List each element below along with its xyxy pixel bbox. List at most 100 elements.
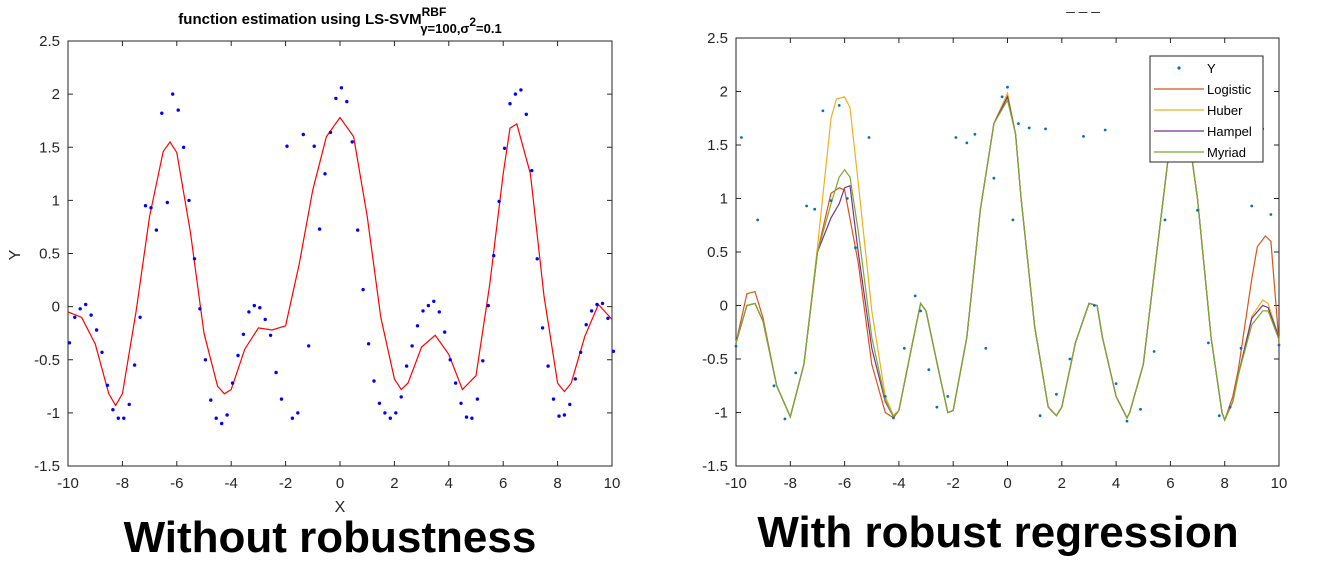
data-point (84, 302, 88, 307)
data-point (734, 344, 738, 348)
data-point (919, 309, 922, 313)
data-point (557, 414, 561, 418)
data-point (279, 397, 284, 401)
data-point (1277, 343, 1281, 347)
data-point (486, 303, 490, 308)
data-point (339, 86, 344, 90)
data-point (867, 136, 871, 139)
data-point (551, 397, 556, 401)
data-point (1125, 419, 1129, 423)
x-tick-label: 2 (1058, 475, 1066, 492)
data-point (105, 383, 110, 387)
data-point (165, 200, 169, 205)
data-point (236, 353, 240, 358)
x-tick-label: -8 (116, 475, 129, 492)
data-point (1207, 341, 1210, 345)
data-point (334, 96, 338, 101)
data-point (1055, 392, 1058, 396)
legend: Y Logistic Huber Hampel Myriad (1149, 55, 1264, 163)
data-point (1006, 85, 1009, 89)
y-tick-label: 0 (52, 299, 60, 316)
data-point (562, 413, 567, 417)
data-point (508, 102, 512, 106)
data-point (1038, 414, 1042, 418)
data-point (805, 204, 808, 208)
data-point (584, 323, 588, 327)
data-point (1011, 218, 1015, 222)
data-point (312, 144, 316, 148)
data-point (394, 411, 398, 415)
data-point (530, 168, 534, 173)
legend-label-myriad: Myriad (1207, 145, 1246, 160)
y-tick-label: -0.5 (34, 352, 60, 369)
data-point (1139, 407, 1142, 411)
data-point (132, 363, 137, 367)
data-point (317, 227, 322, 231)
data-point (1269, 213, 1273, 216)
data-point (902, 346, 906, 350)
data-point (935, 405, 939, 409)
series-line-fit (67, 116, 613, 407)
x-tick-label: 6 (499, 475, 507, 492)
x-tick-label: 4 (1112, 475, 1120, 492)
y-tick-label: 0 (720, 298, 728, 315)
y-tick-label: 2.5 (707, 30, 728, 47)
data-point (513, 92, 518, 96)
data-point (595, 302, 599, 307)
data-point (399, 395, 403, 399)
data-point (1044, 127, 1047, 131)
x-tick-label: 10 (1271, 475, 1288, 492)
x-tick-label: -8 (784, 475, 797, 492)
data-point (100, 350, 104, 354)
data-point (579, 350, 583, 354)
data-point (350, 140, 354, 144)
data-point (301, 132, 305, 137)
data-point (252, 303, 256, 308)
data-point (519, 88, 523, 92)
x-tick-label: 0 (336, 475, 344, 492)
data-point (122, 416, 126, 420)
data-point (546, 364, 550, 368)
data-point (274, 370, 278, 375)
data-point (740, 136, 743, 139)
data-point (268, 333, 273, 337)
data-point (73, 315, 77, 319)
data-point (845, 197, 849, 200)
data-point (366, 342, 371, 346)
data-point (448, 358, 452, 362)
data-point (1114, 382, 1118, 385)
data-point (437, 310, 441, 314)
data-point (192, 257, 197, 261)
left-chart: -10 -8 -6 -4 -2 0 2 4 6 8 10 -1.5 -1 -0.5 0 0.5 1 1.5 2 2.5… (7, 5, 620, 562)
data-point (143, 204, 148, 208)
x-tick-label: 10 (604, 475, 621, 492)
data-point (475, 397, 480, 401)
data-point (568, 402, 572, 407)
x-tick-label: -4 (225, 475, 238, 492)
data-point (756, 218, 760, 222)
data-point (209, 398, 213, 402)
data-point (1017, 122, 1020, 125)
legend-label-y: Y (1207, 61, 1216, 76)
data-point (984, 346, 988, 350)
data-point (181, 145, 186, 149)
x-tick-label: -10 (57, 475, 79, 492)
data-point (372, 379, 376, 383)
x-tick-label: -10 (725, 475, 747, 492)
y-tick-label: -1.5 (34, 458, 60, 475)
data-point (927, 368, 931, 372)
data-point (154, 228, 159, 232)
data-point (67, 341, 72, 345)
left-x-axis-label: X (335, 499, 346, 516)
y-tick-label: 1 (52, 192, 60, 209)
right-caption: With robust regression (757, 508, 1238, 557)
y-tick-label: 1.5 (39, 139, 60, 156)
data-point (524, 112, 528, 117)
y-tick-label: 0.5 (39, 246, 60, 263)
right-title-fragment: _ _ _ (1065, 0, 1100, 14)
x-tick-label: -4 (892, 475, 905, 492)
data-point (383, 411, 387, 415)
right-data (734, 85, 1281, 423)
data-point (160, 111, 164, 115)
